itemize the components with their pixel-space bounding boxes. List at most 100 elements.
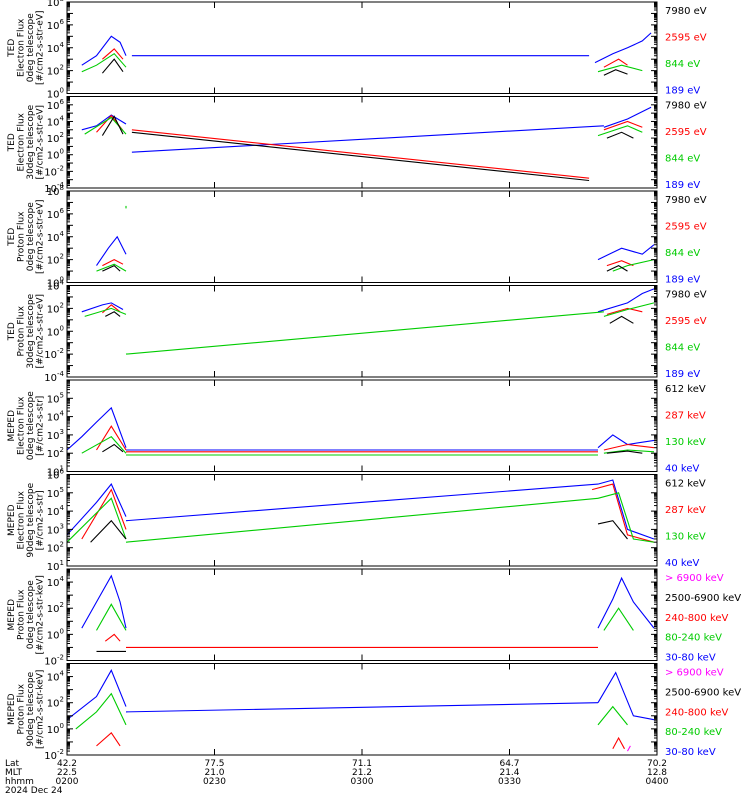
y-tick-label: 102 bbox=[47, 446, 64, 460]
y-tick-label: 102 bbox=[47, 601, 64, 615]
y-axis-label: 90deg telescope bbox=[26, 482, 36, 557]
y-axis-label: MEPED bbox=[7, 504, 17, 536]
series-line bbox=[102, 443, 124, 453]
y-tick-label: 104 bbox=[47, 114, 65, 128]
y-tick-label: 103 bbox=[47, 428, 64, 442]
y-tick-label: 108 bbox=[47, 0, 64, 9]
y-tick-label: 104 bbox=[47, 230, 65, 244]
y-tick-label: 101 bbox=[47, 465, 64, 479]
legend-entry: 130 keV bbox=[665, 437, 706, 448]
series-line bbox=[96, 731, 121, 747]
y-axis-label: MEPED bbox=[7, 599, 17, 631]
panel-7: 10-2 100 102 104 MEPED Proton Flux 0deg telesc… bbox=[7, 568, 741, 668]
y-axis-label: Proton Flux bbox=[17, 683, 27, 734]
y-tick-label: 102 bbox=[47, 131, 64, 145]
series-line bbox=[612, 259, 655, 272]
series-line bbox=[603, 443, 655, 451]
series-line bbox=[603, 302, 655, 317]
y-tick-label: 102 bbox=[47, 64, 64, 78]
series-line bbox=[105, 311, 121, 317]
y-axis-label: [#/cm2-s-str-eV] bbox=[36, 105, 46, 180]
series-line bbox=[603, 449, 655, 454]
series-line bbox=[597, 244, 655, 261]
series-line bbox=[627, 745, 631, 752]
series-line bbox=[96, 263, 127, 272]
panel-4-series bbox=[81, 288, 655, 355]
legend-entry: > 6900 keV bbox=[665, 668, 724, 679]
series-line bbox=[81, 114, 127, 131]
panel-6-series bbox=[67, 479, 655, 543]
series-line bbox=[597, 125, 643, 137]
x-tick-label: 0230 bbox=[203, 777, 226, 787]
series-line bbox=[96, 235, 127, 266]
y-tick-label: 10-2 bbox=[44, 347, 64, 361]
y-tick-label: 100 bbox=[47, 148, 64, 162]
series-line bbox=[84, 116, 127, 135]
panel-6: 101 102 103 104 105 106 MEPED Electron Flux 90de… bbox=[7, 468, 706, 574]
series-line bbox=[67, 483, 127, 536]
series-line bbox=[603, 607, 634, 631]
panel-frame bbox=[66, 568, 658, 661]
x-row-label: hhmm bbox=[5, 777, 34, 787]
series-line bbox=[96, 603, 127, 631]
series-line bbox=[603, 69, 628, 76]
y-axis-label: Proton Flux bbox=[17, 589, 27, 640]
y-tick-label: 106 bbox=[47, 18, 65, 32]
series-line bbox=[81, 574, 127, 629]
series-line bbox=[603, 58, 628, 68]
legend-entry: 30-80 keV bbox=[665, 747, 716, 758]
y-axis-label: TED bbox=[7, 228, 17, 247]
y-axis-label: MEPED bbox=[7, 693, 17, 725]
panel-2-series bbox=[81, 106, 652, 182]
y-axis-label: Electron Flux bbox=[17, 396, 27, 455]
legend-entry: 30-80 keV bbox=[665, 653, 716, 664]
series-line bbox=[67, 497, 127, 543]
series-line bbox=[597, 576, 655, 629]
legend-entry: 844 eV bbox=[665, 343, 700, 354]
x-tick-label: 77.5 bbox=[204, 759, 224, 769]
panel-4: 10-4 10-2 100 102 104 TED Proton Flux 30deg tel… bbox=[7, 279, 707, 385]
panel-1-series bbox=[81, 32, 652, 76]
y-axis-label: [#/cm2-s-str-eV] bbox=[36, 199, 46, 274]
legend-entry: 2595 eV bbox=[665, 33, 707, 44]
y-tick-label: 104 bbox=[47, 670, 65, 684]
series-line bbox=[606, 131, 634, 139]
legend-entry: 612 keV bbox=[665, 384, 706, 395]
legend-entry: 612 keV bbox=[665, 479, 706, 490]
x-tick-label: 0300 bbox=[351, 777, 374, 787]
legend-entry: 240-800 keV bbox=[665, 613, 729, 624]
date-label: 2024 Dec 24 bbox=[5, 786, 63, 796]
legend-entry: 40 keV bbox=[665, 558, 699, 569]
y-tick-label: 100 bbox=[47, 627, 64, 641]
legend-entry: 844 eV bbox=[665, 248, 700, 259]
legend-entry: 80-240 keV bbox=[665, 727, 722, 738]
y-tick-label: 100 bbox=[47, 324, 64, 338]
y-axis-label: [#/cm2-s-str-keV] bbox=[36, 670, 46, 749]
series-line bbox=[603, 120, 643, 131]
series-line bbox=[606, 260, 634, 267]
y-tick-label: 105 bbox=[47, 486, 64, 500]
legend-entry: 287 keV bbox=[665, 505, 706, 516]
y-axis-label: Proton Flux bbox=[17, 211, 27, 262]
series-line bbox=[101, 58, 124, 74]
panel-3: 100 102 104 106 108 TED Proton Flux 0deg telesc… bbox=[7, 184, 707, 290]
panel-frame bbox=[66, 1, 658, 94]
y-tick-label: 100 bbox=[47, 276, 64, 290]
series-line bbox=[597, 520, 628, 540]
legend-entry: 844 eV bbox=[665, 59, 700, 70]
legend-entry: 189 eV bbox=[665, 180, 700, 191]
panel-7-series bbox=[81, 574, 655, 652]
y-axis-label: Electron Flux bbox=[17, 112, 27, 171]
y-axis-label: 0deg telescope bbox=[26, 580, 36, 650]
legend-entry: 2500-6900 keV bbox=[665, 687, 741, 698]
y-tick-label: 10-2 bbox=[44, 748, 64, 762]
legend-entry: 2595 eV bbox=[665, 127, 707, 138]
legend-entry: 7980 eV bbox=[665, 290, 707, 301]
y-tick-label: 102 bbox=[47, 541, 64, 555]
y-tick-label: 104 bbox=[47, 575, 65, 589]
y-axis-label: Electron Flux bbox=[17, 490, 27, 549]
y-axis-label: TED bbox=[7, 322, 17, 341]
y-tick-label: 10-2 bbox=[44, 164, 64, 178]
y-tick-label: 104 bbox=[47, 410, 65, 424]
